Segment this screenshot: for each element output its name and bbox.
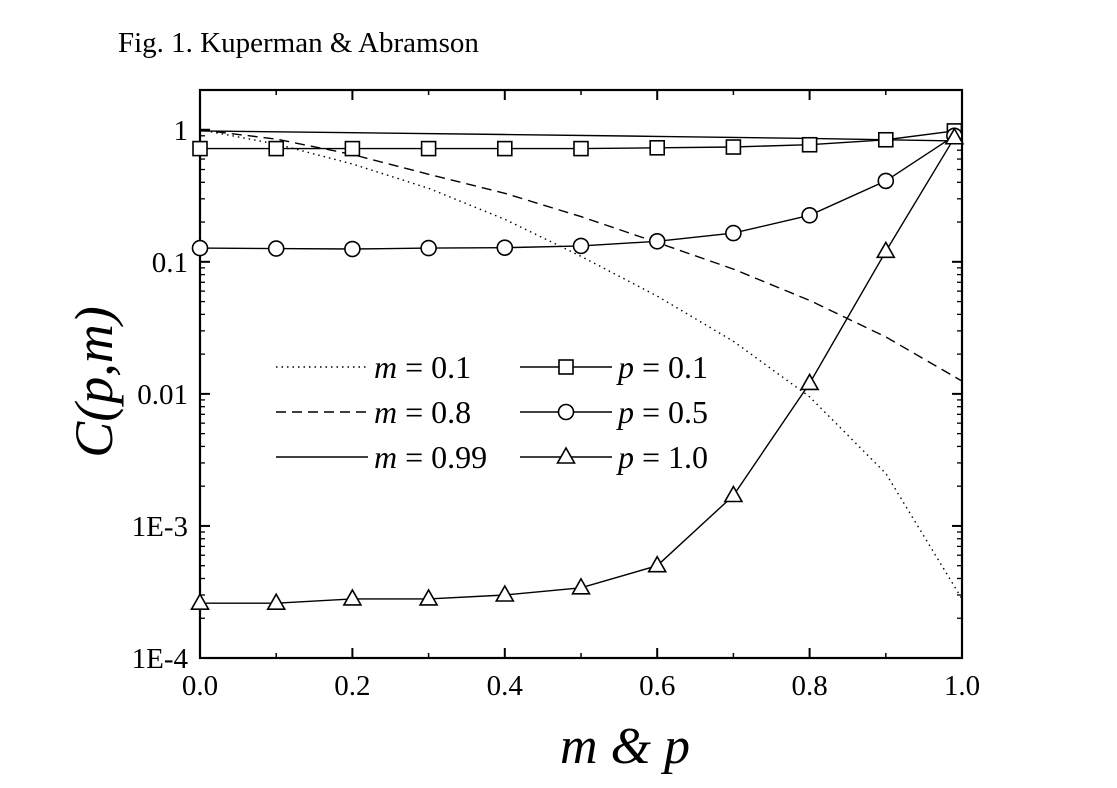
triangle-marker <box>799 372 820 391</box>
series-layer <box>190 123 965 610</box>
square-marker <box>801 136 818 153</box>
circle-marker <box>557 403 575 421</box>
triangle-marker <box>418 588 439 606</box>
y-tick-label: 0.1 <box>152 247 188 279</box>
square-marker <box>268 140 285 157</box>
square-marker <box>192 140 208 157</box>
triangle-marker <box>342 588 363 606</box>
y-tick-label: 1 <box>174 115 189 147</box>
legend-label: p = 0.1 <box>616 349 708 385</box>
legend: m = 0.1 m = 0.8 m = 0.99 p = 0.1 p = 0.5 p = … <box>276 349 708 475</box>
series-line <box>200 137 955 604</box>
y-axis: 1 0.1 0.01 1E-3 1E-4 <box>132 89 962 675</box>
y-tick-label: 1E-4 <box>132 643 189 675</box>
y-tick-label: 1E-3 <box>132 511 188 543</box>
y-axis-label: C(p,m) <box>64 306 124 457</box>
series-m-2 <box>199 130 963 142</box>
legend-label: m = 0.8 <box>374 394 471 430</box>
triangle-marker <box>571 577 591 595</box>
square-marker <box>420 140 437 157</box>
legend-label: m = 0.99 <box>374 439 487 475</box>
circle-marker <box>572 237 590 255</box>
legend-label: p = 0.5 <box>616 394 708 430</box>
series-line <box>199 129 963 382</box>
legend-entry: p = 1.0 <box>520 439 708 475</box>
series-p-3 <box>192 123 963 157</box>
series-line <box>199 129 963 600</box>
x-tick-label: 0.0 <box>182 670 218 702</box>
legend-entry: m = 0.1 <box>276 349 471 385</box>
legend-entry: p = 0.5 <box>520 394 708 430</box>
triangle-marker <box>556 446 576 464</box>
circle-marker <box>267 240 285 257</box>
series-p-4 <box>191 127 963 258</box>
circle-marker <box>648 233 666 250</box>
x-axis-label: m & p <box>560 718 690 775</box>
x-tick-label: 0.4 <box>487 670 524 702</box>
triangle-marker <box>494 584 515 602</box>
circle-marker <box>191 239 209 257</box>
triangle-marker <box>190 592 210 610</box>
legend-label: p = 1.0 <box>616 439 708 475</box>
square-marker <box>877 131 894 148</box>
circle-marker <box>496 239 514 256</box>
x-axis: 0.0 0.2 0.4 0.6 0.8 1.0 <box>182 90 980 702</box>
series-line <box>199 130 963 142</box>
series-m-0 <box>199 129 963 600</box>
circle-marker <box>801 207 818 224</box>
y-tick-label: 0.01 <box>137 379 188 411</box>
square-marker <box>725 139 742 155</box>
series-p-5 <box>190 127 965 610</box>
triangle-marker <box>875 240 896 259</box>
x-tick-label: 0.6 <box>639 670 675 702</box>
plot-area <box>198 88 964 660</box>
square-marker <box>344 140 361 157</box>
plot-border <box>198 88 964 660</box>
circle-marker <box>420 239 437 257</box>
x-tick-label: 0.8 <box>791 670 827 702</box>
legend-label: m = 0.1 <box>374 349 471 385</box>
square-marker <box>558 359 574 375</box>
square-marker <box>496 140 513 157</box>
figure-caption: Fig. 1. Kuperman & Abramson <box>118 27 479 59</box>
square-marker <box>649 140 666 156</box>
triangle-marker <box>647 555 668 573</box>
circle-marker <box>877 172 895 190</box>
square-marker <box>573 140 589 157</box>
x-tick-label: 0.2 <box>334 670 370 702</box>
x-tick-label: 1.0 <box>944 670 980 702</box>
series-m-1 <box>199 129 963 382</box>
legend-entry: m = 0.8 <box>276 394 471 430</box>
triangle-marker <box>723 484 744 503</box>
triangle-marker <box>266 592 287 610</box>
legend-entry: p = 0.1 <box>520 349 708 385</box>
legend-entry: m = 0.99 <box>276 439 487 475</box>
circle-marker <box>344 240 361 258</box>
triangle-marker <box>944 127 965 145</box>
circle-marker <box>725 224 742 242</box>
